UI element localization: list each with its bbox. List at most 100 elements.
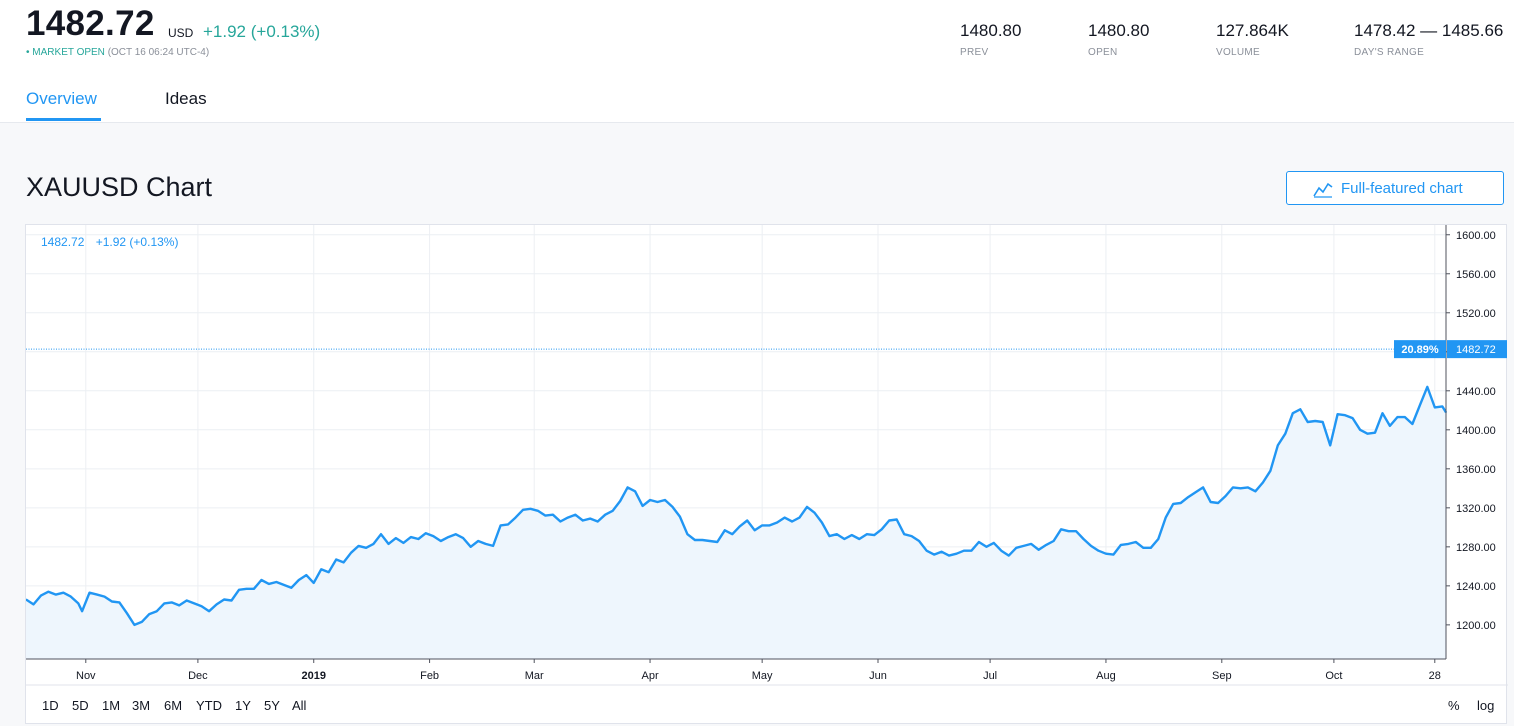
percent-badge <box>1394 340 1446 359</box>
market-status-text: MARKET OPEN <box>32 47 105 58</box>
data-point <box>47 590 50 593</box>
data-point <box>410 536 412 538</box>
data-point <box>290 587 293 589</box>
data-point <box>462 537 465 539</box>
range-toolbar: 1D 5D 1M 3M 6M YTD 1Y 5Y All % log <box>26 686 1506 724</box>
data-point <box>522 509 524 511</box>
data-point <box>753 529 756 532</box>
data-point <box>1254 490 1257 493</box>
x-tick-label: Oct <box>1325 670 1342 682</box>
last-price: 1482.72 <box>26 4 155 43</box>
legend-price: 1482.72 <box>41 235 85 249</box>
range-3m-button[interactable]: 3M <box>132 698 151 713</box>
data-point <box>402 542 405 544</box>
data-point <box>141 621 143 623</box>
range-1d-button[interactable]: 1D <box>42 698 59 713</box>
data-point <box>312 582 315 584</box>
stat-label: VOLUME <box>1216 47 1261 58</box>
data-point <box>230 599 233 602</box>
range-1m-button[interactable]: 1M <box>102 698 121 713</box>
data-point <box>783 516 786 519</box>
data-point <box>574 513 577 516</box>
data-point <box>514 516 517 519</box>
data-point <box>619 500 621 502</box>
data-point <box>544 514 547 517</box>
data-point <box>118 601 121 604</box>
data-point <box>679 515 681 518</box>
data-point <box>880 528 883 531</box>
data-point <box>484 543 487 545</box>
tab-ideas[interactable]: Ideas <box>165 89 207 108</box>
x-tick-label: Feb <box>420 670 439 682</box>
data-point <box>103 595 106 598</box>
range-6m-button[interactable]: 6M <box>164 698 183 713</box>
tab-overview[interactable]: Overview <box>26 89 97 108</box>
data-point <box>350 551 352 554</box>
symbol-header: 1482.72 USD +1.92 (+0.13%) • MARKET OPEN… <box>0 0 1514 123</box>
data-point <box>70 595 72 598</box>
x-tick-label: Nov <box>76 670 96 682</box>
data-point <box>955 552 958 555</box>
data-point <box>1090 545 1092 547</box>
data-point <box>1366 432 1369 435</box>
data-point <box>626 486 629 489</box>
data-point <box>1164 516 1167 519</box>
data-point <box>1419 404 1421 407</box>
data-point <box>62 591 65 594</box>
data-point <box>604 513 606 516</box>
data-point <box>1426 386 1429 388</box>
stat-prev: 1480.80 PREV <box>960 21 1021 58</box>
data-point <box>1224 495 1227 497</box>
data-point <box>417 538 420 540</box>
data-point <box>686 533 689 535</box>
range-all-button[interactable]: All <box>292 698 307 713</box>
range-5y-button[interactable]: 5Y <box>264 698 280 713</box>
full-featured-chart-label: Full-featured chart <box>1341 180 1463 197</box>
data-point <box>1359 429 1361 431</box>
data-point <box>806 506 808 508</box>
percent-scale-toggle[interactable]: % <box>1448 698 1460 713</box>
data-point <box>821 521 823 524</box>
data-point <box>776 521 778 524</box>
data-point <box>185 599 188 602</box>
range-ytd-button[interactable]: YTD <box>196 698 222 713</box>
data-point <box>1277 444 1279 447</box>
stat-volume: 127.864K VOLUME <box>1216 21 1289 58</box>
data-point <box>1000 549 1003 552</box>
data-point <box>454 533 457 535</box>
data-point <box>634 490 636 493</box>
y-tick-label: 1200.00 <box>1456 620 1496 632</box>
data-point <box>1030 543 1032 545</box>
price-chart[interactable]: 1200.00 1240.00 1280.00 1320.00 1360.00 1400.… <box>26 225 1508 725</box>
x-tick-label: 28 <box>1429 670 1441 682</box>
data-point <box>1194 491 1197 494</box>
range-1y-button[interactable]: 1Y <box>235 698 251 713</box>
data-point <box>223 598 225 601</box>
stat-open: 1480.80 OPEN <box>1088 21 1149 58</box>
data-point <box>709 540 711 542</box>
data-point <box>656 501 659 503</box>
data-point <box>1135 541 1137 543</box>
x-tick-label: Apr <box>641 670 658 682</box>
full-featured-chart-button[interactable]: Full-featured chart <box>1286 171 1504 205</box>
y-tick-label: 1280.00 <box>1456 542 1496 554</box>
data-point <box>1374 431 1376 434</box>
percent-badge-label: 20.89% <box>1401 344 1439 356</box>
data-point <box>81 610 83 612</box>
data-point <box>77 602 80 605</box>
range-5d-button[interactable]: 5D <box>72 698 89 713</box>
data-point <box>260 579 263 581</box>
data-point <box>477 540 480 542</box>
log-scale-toggle[interactable]: log <box>1477 698 1495 713</box>
data-point <box>111 600 113 603</box>
x-tick-label: Jul <box>983 670 997 682</box>
data-point <box>387 543 390 545</box>
data-point <box>559 520 562 523</box>
data-point <box>253 588 255 590</box>
data-point <box>1411 423 1414 425</box>
data-point <box>432 535 435 537</box>
data-point <box>1150 547 1152 549</box>
data-point <box>791 520 793 523</box>
data-point <box>910 535 913 537</box>
data-point <box>208 610 210 612</box>
